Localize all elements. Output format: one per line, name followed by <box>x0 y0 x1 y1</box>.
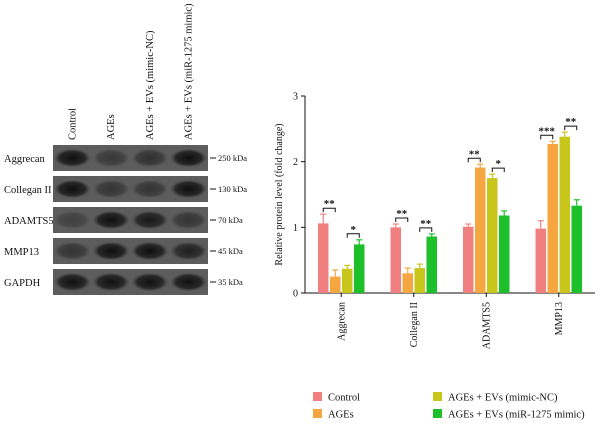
blot-band <box>53 179 91 199</box>
bar <box>354 244 365 293</box>
significance-label: * <box>496 158 502 170</box>
blot-band <box>131 241 169 261</box>
blot-band <box>131 179 169 199</box>
significance-bracket <box>419 227 433 232</box>
x-tick-label: Aggrecan <box>336 302 347 341</box>
weight-label: 45 kDa <box>218 246 243 256</box>
y-axis-label: Relative protein level (fold change) <box>274 123 285 265</box>
lane-label: AGEs <box>106 114 117 140</box>
blot-band <box>92 179 130 199</box>
blot-band <box>92 272 130 292</box>
legend-swatch <box>313 392 322 401</box>
legend-label: AGEs <box>328 410 354 421</box>
significance-bracket <box>395 217 409 223</box>
bar-chart: 0 1 2 3 Relative protein level (fold change)… <box>274 92 595 349</box>
y-tick-label: 2 <box>293 157 298 168</box>
legend-label: AGEs + EVs (mimic-NC) <box>448 393 558 404</box>
protein-label: GAPDH <box>4 278 41 289</box>
bar <box>487 178 498 293</box>
blot-band <box>92 241 130 261</box>
significance-label: * <box>351 224 357 236</box>
protein-label: Aggrecan <box>4 154 46 165</box>
bar <box>426 236 437 293</box>
bar <box>318 223 329 293</box>
protein-label: MMP13 <box>4 247 39 258</box>
blot-band <box>170 179 208 199</box>
weight-label: 250 kDa <box>218 153 247 163</box>
blot-band <box>170 148 208 168</box>
x-tick-label: MMP13 <box>554 302 565 335</box>
western-blot-figure: Control AGEs AGEs + EVs (mimic-NC) AGEs + E… <box>4 3 247 295</box>
blot-band <box>131 148 169 168</box>
x-tick-label: Collegan II <box>409 302 420 347</box>
weight-label: 130 kDa <box>218 184 247 194</box>
legend-label: AGEs + EVs (miR-1275 mimic) <box>448 410 585 421</box>
y-tick-label: 0 <box>293 289 298 300</box>
lane-label: Control <box>67 108 78 140</box>
blot-band <box>53 272 91 292</box>
significance-label: ** <box>324 198 336 210</box>
y-tick-label: 3 <box>293 92 298 103</box>
bar <box>402 273 413 293</box>
weight-label: 35 kDa <box>218 277 243 287</box>
significance-bracket <box>346 233 360 238</box>
chart-legend: Control AGEs AGEs + EVs (mimic-NC) AGEs + E… <box>0 388 600 423</box>
significance-label: ** <box>396 208 408 220</box>
blot-band <box>170 241 208 261</box>
bar-chart-panel: 0 1 2 3 Relative protein level (fold change)… <box>270 80 600 380</box>
lane-label: AGEs + EVs (miR-1275 mimic) <box>184 3 195 140</box>
significance-bracket <box>491 167 505 173</box>
blot-band <box>92 210 130 230</box>
legend-swatch <box>313 409 322 418</box>
significance-bracket <box>564 125 578 131</box>
blot-band <box>170 210 208 230</box>
significance-label: ** <box>469 148 481 160</box>
bar <box>499 215 510 293</box>
blot-band <box>131 210 169 230</box>
x-tick-label: ADAMTS5 <box>481 302 492 349</box>
blot-band <box>170 272 208 292</box>
bar <box>390 227 401 293</box>
significance-label: *** <box>539 125 556 137</box>
western-blot-panel: Control AGEs AGEs + EVs (mimic-NC) AGEs + E… <box>0 0 280 300</box>
significance-label: ** <box>565 116 577 128</box>
lane-label: AGEs + EVs (mimic-NC) <box>145 30 156 140</box>
protein-label: ADAMTS5 <box>4 216 54 227</box>
legend-swatch <box>433 409 442 418</box>
significance-label: ** <box>420 218 432 230</box>
bar <box>475 167 486 293</box>
bar <box>535 228 546 293</box>
y-tick-label: 1 <box>293 223 298 234</box>
blot-band <box>53 210 91 230</box>
legend-swatch <box>433 392 442 401</box>
protein-label: Collegan II <box>4 185 52 196</box>
bar <box>559 136 570 293</box>
bar <box>330 276 341 293</box>
bar <box>547 143 558 293</box>
blot-band <box>131 272 169 292</box>
bar <box>571 205 582 293</box>
bar <box>414 268 425 293</box>
blot-band <box>53 148 91 168</box>
blot-band <box>53 241 91 261</box>
legend-figure: Control AGEs AGEs + EVs (mimic-NC) AGEs + E… <box>313 392 585 421</box>
significance-bracket <box>322 207 336 213</box>
legend-label: Control <box>328 393 360 404</box>
significance-bracket <box>467 157 481 163</box>
bar <box>342 268 353 293</box>
bar <box>463 226 474 293</box>
weight-label: 70 kDa <box>218 215 243 225</box>
blot-band <box>92 148 130 168</box>
significance-bracket <box>540 134 554 140</box>
